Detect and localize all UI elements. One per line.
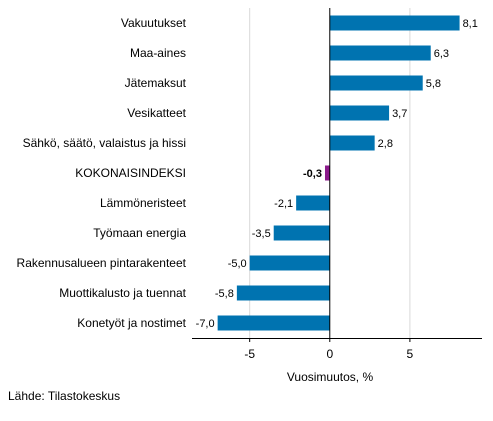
bar bbox=[217, 315, 330, 331]
data-label: 2,8 bbox=[378, 138, 393, 150]
data-label: -5,8 bbox=[215, 288, 234, 300]
bar bbox=[329, 15, 460, 31]
bar bbox=[324, 165, 330, 181]
category-label: KOKONAISINDEKSI bbox=[75, 166, 186, 180]
data-label: 3,7 bbox=[392, 108, 407, 120]
category-label: Työmaan energia bbox=[93, 226, 186, 240]
axes: -5 0 5 bbox=[192, 8, 482, 361]
category-labels: Vakuutukset Maa-aines Jätemaksut Vesikattee… bbox=[17, 16, 187, 330]
bar bbox=[249, 255, 330, 271]
bars bbox=[217, 15, 460, 331]
bar bbox=[329, 75, 423, 91]
data-label: -2,1 bbox=[274, 198, 293, 210]
bar bbox=[329, 105, 390, 121]
x-tick-label: 0 bbox=[326, 347, 333, 361]
category-label: Muottikalusto ja tuennat bbox=[59, 286, 186, 300]
category-label: Maa-aines bbox=[130, 46, 186, 60]
category-label: Rakennusalueen pintarakenteet bbox=[17, 256, 187, 270]
x-axis-label: Vuosimuutos, % bbox=[287, 370, 374, 384]
data-label: -0,3 bbox=[303, 168, 322, 180]
data-label: 5,8 bbox=[426, 78, 441, 90]
x-tick-label: -5 bbox=[244, 347, 255, 361]
data-label: -3,5 bbox=[252, 228, 271, 240]
data-label: 6,3 bbox=[434, 48, 449, 60]
x-tick-label: 5 bbox=[407, 347, 414, 361]
category-label: Vesikatteet bbox=[127, 106, 186, 120]
bar bbox=[329, 45, 431, 61]
value-labels: 8,1 6,3 5,8 3,7 2,8 -0,3 -2,1 -3,5 -5,0 -5,8 -7,0 bbox=[196, 18, 478, 330]
data-label: -7,0 bbox=[196, 318, 215, 330]
category-label: Vakuutukset bbox=[121, 16, 187, 30]
bar bbox=[329, 135, 375, 151]
category-label: Jätemaksut bbox=[125, 76, 187, 90]
bar bbox=[236, 285, 330, 301]
category-label: Lämmöneristeet bbox=[100, 196, 187, 210]
bar bbox=[296, 195, 330, 211]
data-label: 8,1 bbox=[463, 18, 478, 30]
grid-lines bbox=[249, 8, 411, 338]
source-note: Lähde: Tilastokeskus bbox=[8, 389, 121, 403]
category-label: Sähkö, säätö, valaistus ja hissi bbox=[23, 136, 186, 150]
category-label: Konetyöt ja nostimet bbox=[77, 316, 186, 330]
bar bbox=[273, 225, 330, 241]
data-label: -5,0 bbox=[228, 258, 247, 270]
